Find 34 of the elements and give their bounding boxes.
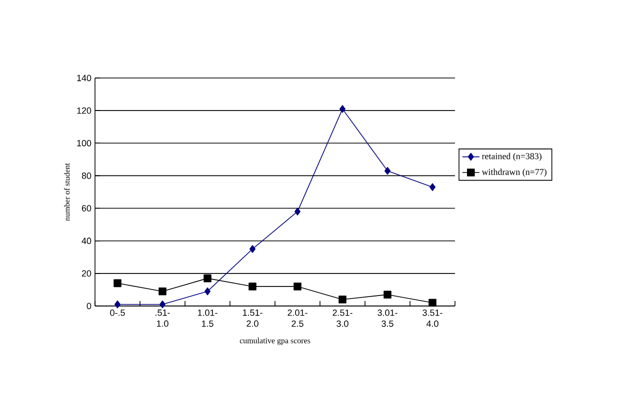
- point: [204, 274, 212, 282]
- point: [384, 290, 392, 298]
- point: [114, 279, 122, 288]
- point: [429, 183, 436, 191]
- x-tick-label: 3.01-3.5: [378, 310, 398, 327]
- point: [158, 287, 166, 296]
- x-tick-label: 3.51-4.0: [422, 310, 442, 327]
- point: [339, 105, 346, 113]
- x-tick-label: .51-1.0: [156, 310, 170, 327]
- point: [384, 166, 391, 175]
- point: [204, 287, 211, 296]
- y-tick-label: 0: [86, 302, 92, 310]
- point: [248, 282, 256, 290]
- point: [249, 245, 256, 253]
- point: [338, 296, 346, 304]
- legend-label: withdrawn (n=77): [482, 168, 546, 177]
- legend-label: retained (n=383): [482, 152, 542, 162]
- y-tick-label: 140: [77, 74, 92, 82]
- point: [114, 300, 121, 308]
- x-tick-label: 2.51-3.0: [332, 310, 352, 327]
- point: [294, 208, 301, 216]
- x-tick-label: 1.51-2.0: [242, 310, 262, 327]
- point: [294, 282, 302, 290]
- x-tick-label: 2.01-2.5: [288, 310, 308, 327]
- y-tick-label: 80: [82, 172, 92, 179]
- point: [159, 300, 166, 308]
- y-tick-label: 60: [82, 205, 92, 212]
- y-tick-label: 20: [82, 270, 92, 277]
- y-tick-label: 100: [77, 140, 92, 146]
- y-tick-label: 120: [77, 107, 92, 114]
- point: [428, 298, 436, 307]
- y-tick-label: 40: [82, 238, 92, 244]
- x-tick-label: 1.01-1.5: [198, 310, 218, 327]
- x-tick-label: 0-.5: [110, 310, 125, 316]
